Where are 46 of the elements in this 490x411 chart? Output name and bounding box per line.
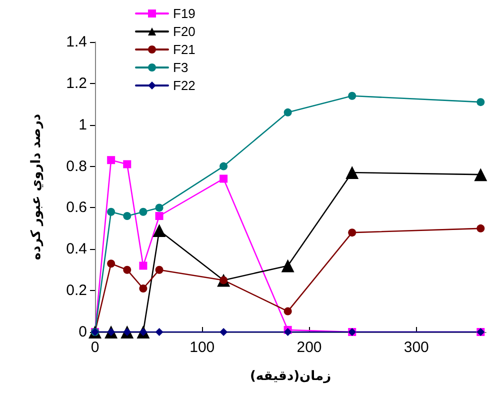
y-tick-label: 1.4: [66, 34, 87, 50]
point: [139, 208, 148, 216]
legend-label: F21: [173, 42, 196, 57]
point: [123, 212, 132, 220]
point: [220, 328, 228, 336]
point: [474, 168, 488, 182]
point: [107, 260, 116, 268]
legend-label: F20: [173, 24, 196, 39]
x-tick-label: 0: [90, 339, 100, 356]
y-axis-title: درصد داروي عبور كرده: [29, 114, 44, 260]
y-tick-label: 0.2: [66, 282, 87, 300]
y-tick-label: 0.8: [66, 158, 87, 175]
point: [107, 156, 116, 164]
legend-label: F22: [173, 78, 196, 93]
point: [476, 98, 485, 106]
point: [155, 328, 164, 336]
point: [284, 307, 292, 316]
point: [348, 228, 356, 237]
point: [152, 224, 166, 237]
point: [123, 160, 132, 168]
point: [155, 204, 164, 212]
legend-label: F3: [173, 60, 188, 75]
point: [476, 224, 485, 232]
point: [220, 174, 228, 183]
y-tick-label: 1.2: [66, 74, 87, 92]
point: [139, 262, 148, 270]
point: [348, 92, 356, 100]
legend-label: F19: [173, 6, 196, 21]
x-axis-title: زمان(دقيقه): [250, 369, 332, 384]
point: [284, 328, 292, 336]
point: [123, 266, 132, 274]
point: [220, 162, 228, 170]
y-tick-label: 0.6: [66, 199, 87, 216]
point: [281, 259, 294, 272]
point: [346, 166, 359, 179]
point: [155, 266, 164, 274]
point: [284, 108, 292, 116]
y-tick-label: 1: [78, 116, 87, 134]
point: [107, 208, 116, 216]
x-tick-label: 100: [190, 339, 215, 356]
point: [155, 212, 164, 220]
y-tick-label: 0.4: [66, 240, 87, 258]
x-tick-label: 200: [296, 339, 322, 356]
x-tick-label: 300: [404, 339, 429, 356]
point: [139, 284, 148, 292]
y-tick-label: 0: [78, 324, 87, 340]
